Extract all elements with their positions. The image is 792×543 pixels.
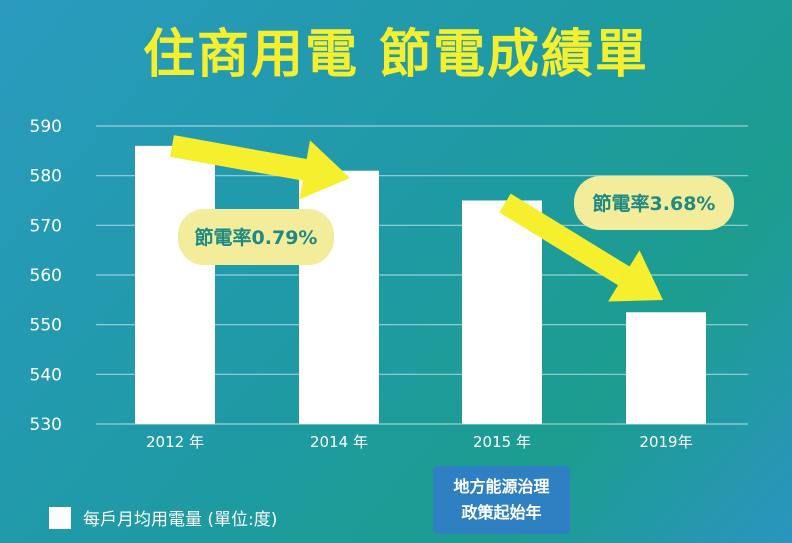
page-title: 住商用電 節電成績單: [142, 25, 650, 85]
bar: [626, 312, 706, 424]
bar: [462, 200, 542, 424]
trend-arrow: [170, 135, 350, 200]
legend-swatch: [49, 506, 71, 529]
callout-label: 節電率3.68%: [593, 192, 716, 215]
bar: [299, 170, 379, 424]
policy-note-line2: 政策起始年: [461, 503, 542, 522]
y-tick-label: 540: [30, 365, 62, 385]
callout-pill: [178, 209, 334, 265]
policy-note-line1: 地方能源治理: [453, 477, 550, 496]
legend-label: 每戶月均用電量 (單位:度): [83, 510, 278, 530]
x-tick-label: 2015 年: [473, 433, 531, 451]
legend: 每戶月均用電量 (單位:度): [49, 505, 277, 530]
y-tick-label: 580: [30, 167, 62, 187]
y-tick-label: 530: [30, 415, 62, 435]
x-tick-label: 2014 年: [310, 433, 368, 451]
callout-label: 節電率0.79%: [195, 226, 318, 249]
y-tick-label: 590: [30, 117, 62, 137]
x-tick-label: 2012 年: [146, 433, 204, 451]
y-tick-label: 560: [30, 266, 62, 286]
trend-arrow: [499, 193, 663, 302]
policy-note-badge: 地方能源治理 政策起始年: [433, 466, 570, 534]
x-tick-label: 2019年: [639, 433, 692, 451]
y-tick-label: 550: [30, 316, 62, 336]
bar: [135, 145, 215, 424]
y-tick-label: 570: [30, 216, 62, 236]
callout-pill: [574, 176, 734, 230]
